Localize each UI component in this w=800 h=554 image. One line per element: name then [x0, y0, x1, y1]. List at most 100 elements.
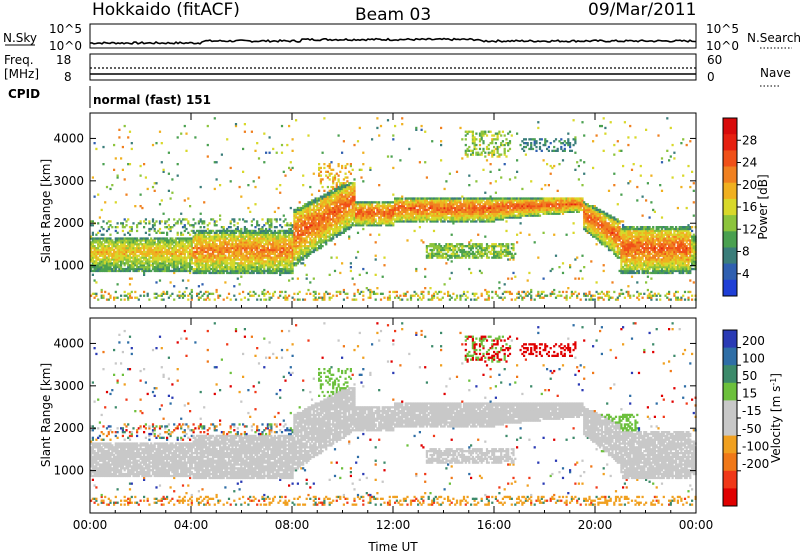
echo-cell	[217, 260, 220, 263]
echo-cell	[167, 264, 170, 267]
echo-cell	[90, 235, 93, 238]
echo-cell	[208, 247, 211, 250]
echo-cell	[132, 269, 135, 273]
echo-cell	[128, 241, 132, 244]
echo-cell	[176, 220, 179, 223]
echo-cell	[164, 267, 167, 271]
echo-cell	[196, 237, 199, 240]
echo-cell	[346, 292, 349, 295]
echo-cell	[328, 178, 331, 181]
echo-cell	[176, 262, 179, 265]
echo-cell	[128, 260, 132, 263]
echo-cell	[185, 132, 188, 135]
echo-cell	[199, 241, 202, 244]
echo-cell	[139, 266, 142, 269]
echo-cell	[157, 248, 160, 252]
echo-cell	[298, 201, 301, 204]
echo-cell	[355, 256, 358, 259]
echo-cell	[219, 266, 222, 269]
echo-cell	[197, 267, 200, 271]
echo-cell	[210, 239, 213, 242]
echo-cell	[213, 271, 216, 275]
echo-cell	[162, 245, 165, 248]
echo-cell	[365, 271, 368, 275]
echo-cell	[139, 220, 142, 223]
echo-cell	[166, 252, 169, 255]
nsky-series	[89, 37, 696, 45]
echo-cell	[229, 226, 232, 229]
echo-cell	[120, 247, 123, 250]
echo-cell	[275, 226, 278, 229]
echo-cell	[341, 262, 344, 265]
echo-cell	[206, 262, 209, 265]
echo-cell	[114, 290, 117, 294]
echo-cell	[206, 254, 209, 257]
echo-cell	[128, 277, 132, 280]
echo-cell	[199, 243, 202, 246]
echo-cell	[98, 241, 101, 244]
echo-cell	[104, 256, 107, 259]
echo-cell	[448, 277, 451, 280]
echo-cell	[98, 264, 101, 267]
echo-cell	[180, 252, 183, 255]
echo-cell	[192, 235, 195, 238]
echo-cell	[116, 239, 119, 242]
echo-cell	[166, 243, 169, 246]
echo-cell	[226, 296, 229, 299]
echo-cell	[212, 250, 215, 254]
echo-cell	[196, 243, 199, 246]
echo-cell	[111, 226, 114, 229]
echo-cell	[192, 247, 195, 250]
echo-cell	[139, 252, 142, 255]
echo-cell	[114, 258, 117, 261]
echo-cell	[160, 241, 163, 244]
echo-cell	[132, 250, 135, 254]
echo-cell	[143, 248, 146, 252]
echo-cell	[123, 294, 126, 297]
echo-cell	[164, 239, 167, 242]
echo-cell	[109, 220, 112, 223]
echo-cell	[141, 250, 144, 254]
echo-cell	[164, 226, 167, 229]
echo-cell	[206, 243, 209, 246]
echo-cell	[91, 252, 94, 255]
echo-cell	[158, 243, 162, 246]
echo-cell	[90, 252, 93, 255]
echo-cell	[166, 226, 169, 229]
echo-cell	[180, 245, 183, 248]
echo-cell	[215, 267, 218, 271]
echo-cell	[134, 239, 137, 242]
echo-cell	[277, 296, 280, 299]
echo-cell	[353, 182, 356, 185]
echo-cell	[443, 187, 446, 191]
echo-cell	[134, 258, 137, 261]
echo-cell	[123, 226, 126, 229]
echo-cell	[169, 250, 172, 254]
echo-cell	[151, 266, 155, 269]
echo-cell	[130, 264, 133, 267]
echo-cell	[220, 241, 223, 244]
echo-cell	[160, 245, 163, 248]
echo-cell	[466, 153, 469, 156]
echo-cell	[252, 180, 255, 183]
echo-cell	[213, 231, 216, 234]
echo-cell	[406, 298, 409, 301]
echo-cell	[309, 281, 312, 284]
echo-cell	[130, 267, 133, 271]
echo-cell	[330, 172, 333, 175]
echo-cell	[114, 296, 117, 299]
echo-cell	[139, 193, 142, 196]
echo-cell	[213, 248, 216, 252]
echo-cell	[157, 229, 160, 233]
echo-cell	[162, 290, 165, 294]
echo-cell	[321, 245, 324, 248]
echo-cell	[196, 271, 199, 275]
echo-cell	[238, 292, 241, 295]
echo-cell	[157, 267, 160, 271]
echo-cell	[100, 269, 103, 273]
echo-cell	[158, 130, 162, 133]
echo-cell	[298, 298, 301, 301]
freq-frame	[89, 53, 697, 81]
echo-cell	[335, 256, 338, 259]
echo-cell	[203, 254, 206, 257]
